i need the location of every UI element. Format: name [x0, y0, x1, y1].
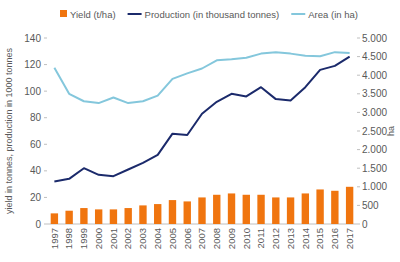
y2-tick-label: 2.000	[362, 144, 387, 155]
y-tick	[44, 64, 47, 65]
y2-tick	[357, 112, 360, 113]
legend-item: Production (in thousand tonnes)	[128, 9, 280, 20]
y2-tick	[357, 224, 360, 225]
bar	[198, 197, 205, 224]
x-tick-label: 2017	[344, 228, 355, 249]
bar	[257, 195, 264, 224]
bar	[154, 204, 161, 224]
x-tick-label: 2013	[285, 228, 296, 249]
x-tick-label: 2008	[211, 228, 222, 249]
y2-tick	[357, 56, 360, 57]
y-tick	[44, 197, 47, 198]
y2-tick-label: 4.500	[362, 51, 387, 62]
y-tick-label: 20	[30, 192, 42, 203]
bar	[65, 211, 72, 224]
x-tick-label: 2012	[270, 228, 281, 249]
bar	[272, 197, 279, 224]
line	[54, 52, 349, 103]
y2-tick	[357, 75, 360, 76]
y-tick	[44, 144, 47, 145]
y2-tick-label: 500	[362, 200, 379, 211]
y-tick-label: 120	[24, 59, 41, 70]
y-tick-label: 140	[24, 33, 41, 44]
legend-item: Yield (t/ha)	[60, 9, 116, 20]
y-tick-label: 40	[30, 165, 42, 176]
bar	[302, 193, 309, 224]
y2-tick	[357, 186, 360, 187]
bar	[169, 200, 176, 224]
x-tick-label: 2010	[241, 228, 252, 249]
plot-area	[51, 52, 354, 224]
x-tick-label: 1997	[49, 228, 60, 249]
bar	[287, 197, 294, 224]
y2-tick	[357, 38, 360, 39]
y2-tick-label: 3.500	[362, 88, 387, 99]
x-tick-label: 2015	[314, 228, 325, 249]
legend-swatch	[128, 13, 142, 15]
legend-swatch	[291, 13, 305, 15]
x-tick-label: 1998	[63, 228, 74, 249]
x-tick-label: 2009	[226, 228, 237, 249]
y-tick-label: 0	[35, 219, 41, 230]
bar	[80, 208, 87, 224]
y-tick	[44, 224, 47, 225]
x-tick-label: 2011	[255, 228, 266, 248]
y-tick	[44, 38, 47, 39]
y2-tick-label: 1.000	[362, 181, 387, 192]
y2-tick-label: 0	[362, 219, 368, 230]
legend-label: Yield (t/ha)	[70, 9, 116, 20]
y2-tick-label: 3.000	[362, 107, 387, 118]
y2-tick	[357, 149, 360, 150]
bar	[95, 209, 102, 224]
bar	[316, 189, 323, 224]
bar	[125, 208, 132, 224]
bar	[243, 195, 250, 224]
x-tick-label: 2014	[300, 228, 311, 249]
y2-axis-title: ha	[386, 126, 396, 136]
x-tick-label: 2005	[167, 228, 178, 249]
y2-tick-label: 2.500	[362, 126, 387, 137]
y2-tick	[357, 93, 360, 94]
legend-label: Production (in thousand tonnes)	[145, 9, 280, 20]
y-tick-label: 100	[24, 86, 41, 97]
y2-tick	[357, 168, 360, 169]
y2-tick-label: 4.000	[362, 70, 387, 81]
x-tick-label: 2016	[329, 228, 340, 249]
x-tick-label: 2003	[137, 228, 148, 249]
y-axis-title: yield in tonnes, production in 1000 tonn…	[4, 47, 14, 214]
x-tick-label: 2002	[122, 228, 133, 249]
y-tick	[44, 170, 47, 171]
bar	[331, 191, 338, 224]
y-tick-label: 60	[30, 139, 42, 150]
y2-tick-label: 1.500	[362, 163, 387, 174]
bar	[346, 187, 353, 224]
bar	[213, 195, 220, 224]
bar	[51, 213, 58, 224]
bar	[228, 193, 235, 224]
legend-swatch	[60, 10, 67, 17]
x-tick-label: 2004	[152, 228, 163, 249]
bar	[184, 201, 191, 224]
line	[54, 57, 349, 182]
legend-label: Area (in ha)	[308, 9, 358, 20]
x-tick-label: 2001	[108, 228, 119, 249]
x-tick-label: 2000	[93, 228, 104, 249]
bar	[110, 209, 117, 224]
y-tick	[44, 117, 47, 118]
y2-tick-label: 5.000	[362, 33, 387, 44]
x-tick-label: 1999	[78, 228, 89, 249]
legend-item: Area (in ha)	[291, 9, 358, 20]
y-tick-label: 80	[30, 112, 42, 123]
bar	[139, 205, 146, 224]
x-tick-label: 2006	[182, 228, 193, 249]
y-tick	[44, 91, 47, 92]
x-tick-label: 2007	[196, 228, 207, 249]
y2-tick	[357, 131, 360, 132]
chart: 0 20 40 60 80 100 120 140 0 500 1.000 1.500 2.000 2.5…	[0, 0, 400, 262]
y2-tick	[357, 205, 360, 206]
